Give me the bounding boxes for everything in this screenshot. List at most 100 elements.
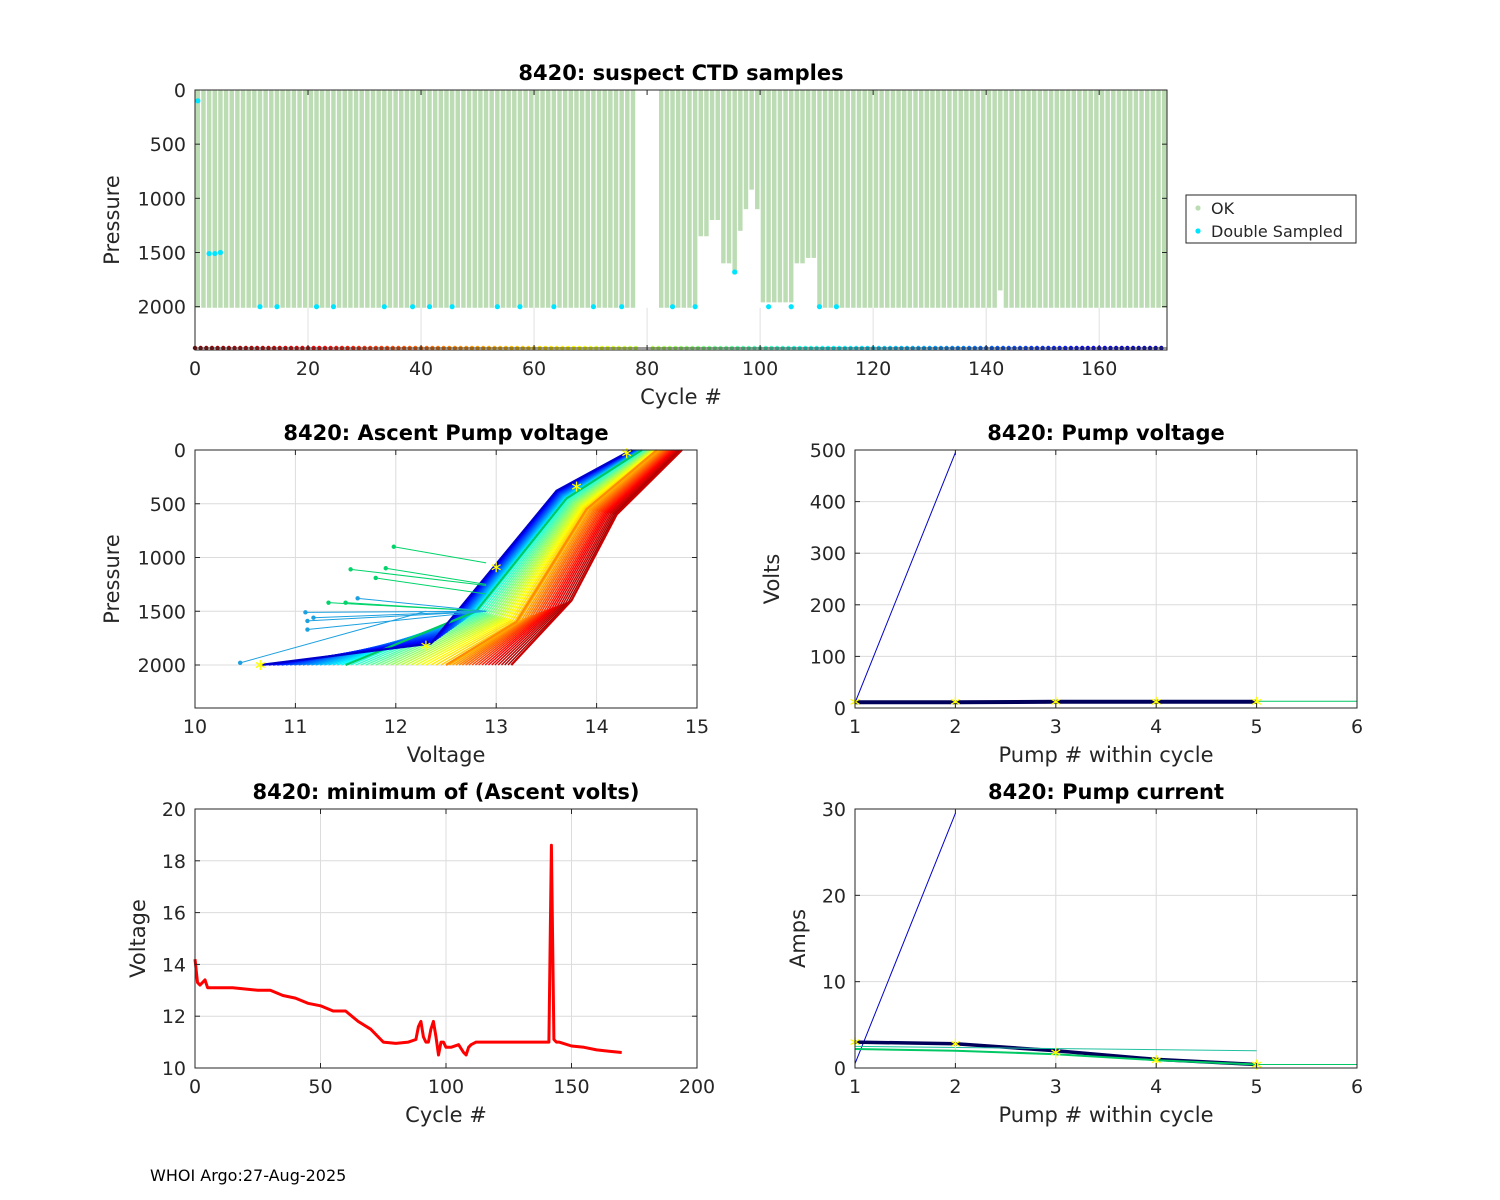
ok-bar (382, 90, 387, 308)
ascent-ytick-label: 500 (150, 494, 186, 516)
ok-bar (1116, 90, 1122, 308)
pump-voltage-lines (850, 452, 1357, 707)
double-sampled-point (195, 98, 201, 104)
ok-bar (500, 90, 506, 308)
pump_current-ytick-label: 0 (834, 1058, 846, 1080)
double-sampled-point (212, 250, 218, 257)
ok-bar (342, 90, 347, 308)
ok-bar (901, 90, 907, 308)
min_volts-ytick-label: 12 (162, 1006, 186, 1028)
ok-bar (404, 90, 410, 308)
ok-bar (506, 90, 511, 308)
ok-bar (907, 90, 913, 308)
ok-bar (805, 90, 811, 258)
legend-double-marker (1195, 228, 1201, 234)
pump_current-xtick-label: 1 (849, 1076, 861, 1098)
ascent-profile (385, 449, 649, 666)
double-sampled-point (409, 304, 416, 310)
ok-bar (930, 90, 935, 308)
pump_current-box (854, 808, 1358, 1069)
outlier-line (350, 568, 487, 586)
outlier-line (375, 577, 487, 595)
ok-bar (788, 90, 794, 303)
ok-bar (817, 90, 822, 308)
double-sampled-point (788, 304, 794, 310)
ascent-profile (420, 449, 654, 666)
ok-bar (1128, 90, 1133, 308)
min_volts-xtick-label: 50 (308, 1076, 332, 1098)
ok-bar (981, 90, 986, 308)
ascent-title: 8420: Ascent Pump voltage (283, 421, 608, 445)
ok-bar (591, 90, 596, 308)
ok-bar (545, 90, 551, 308)
min_volts-axes (194, 808, 698, 1069)
ok-bar (427, 90, 432, 308)
ok-bar (760, 90, 766, 303)
ok-bar (415, 90, 421, 308)
ascent-star-marker (571, 481, 582, 492)
ascent-profile (491, 449, 675, 666)
ok-bar (495, 90, 500, 308)
double-sampled-point (732, 269, 738, 275)
ok-bar (534, 90, 540, 308)
ok-bar (935, 90, 941, 308)
ok-bar (868, 90, 873, 308)
ok-bar (1003, 90, 1009, 308)
pump_voltage-xtick-label: 6 (1351, 716, 1363, 738)
ok-bar (263, 90, 268, 308)
ok-bar (952, 90, 958, 308)
suspect-ytick-label: 0 (174, 80, 186, 102)
ascent-profile (410, 449, 653, 666)
ascent-frame: 10 11 12 13 14 15 0 500 1000 1500 2000 8420: Ascent… (100, 421, 709, 767)
ok-bar (331, 90, 336, 308)
ok-bar (749, 90, 754, 190)
ascent-star-marker (421, 640, 431, 651)
double-sampled-point (494, 304, 500, 310)
ok-bar (1156, 90, 1161, 308)
ok-bar (613, 90, 619, 308)
ok-bar (1094, 90, 1099, 308)
ascent-profile (465, 449, 665, 666)
ok-bar (698, 90, 704, 237)
ok-bar (839, 90, 845, 308)
ascent-ytick-label: 2000 (138, 655, 186, 677)
outlier-point (391, 544, 396, 549)
outlier-line (307, 610, 487, 631)
ok-bar (1122, 90, 1127, 308)
ok-bar (319, 90, 325, 308)
double-sampled-point (217, 249, 224, 256)
outlier-point (383, 566, 388, 571)
ok-bar (873, 90, 879, 308)
ok-bar (924, 90, 930, 308)
pump_voltage-xtick-label: 2 (949, 716, 961, 738)
ok-bar (885, 90, 890, 308)
min_volts-ytick-label: 14 (162, 954, 186, 976)
ok-bar (1009, 90, 1014, 308)
min_volts-title: 8420: minimum of (Ascent volts) (252, 780, 639, 804)
ok-bar (630, 90, 636, 308)
suspect-xtick-label: 100 (742, 358, 778, 380)
min-volts-series (193, 843, 622, 1057)
min_volts-xtick-label: 150 (553, 1076, 589, 1098)
outlier-line (313, 610, 487, 619)
suspect-xtick-label: 0 (189, 358, 201, 380)
ok-bar (269, 90, 274, 308)
ok-bar (399, 90, 404, 308)
suspect-bars (195, 90, 1167, 350)
ascent-profile (494, 449, 677, 666)
ok-bar (291, 90, 297, 308)
pump-current-star-stroke (1151, 1057, 1161, 1064)
ascent-profile (484, 449, 673, 666)
ascent-profile (497, 449, 678, 666)
pump-voltage-star-stroke (1051, 698, 1061, 705)
ok-bar (348, 90, 353, 308)
min_volts-ytick-label: 20 (162, 799, 186, 821)
min_volts-xtick-label: 0 (189, 1076, 201, 1098)
min_volts-ytick-label: 18 (162, 851, 186, 873)
ascent-star-marker-stroke (421, 642, 431, 649)
double-sampled-point (449, 304, 455, 310)
ok-bar (512, 90, 517, 308)
pump-voltage-spike (854, 452, 956, 703)
ok-bar (828, 90, 833, 308)
ok-bar (206, 90, 212, 308)
